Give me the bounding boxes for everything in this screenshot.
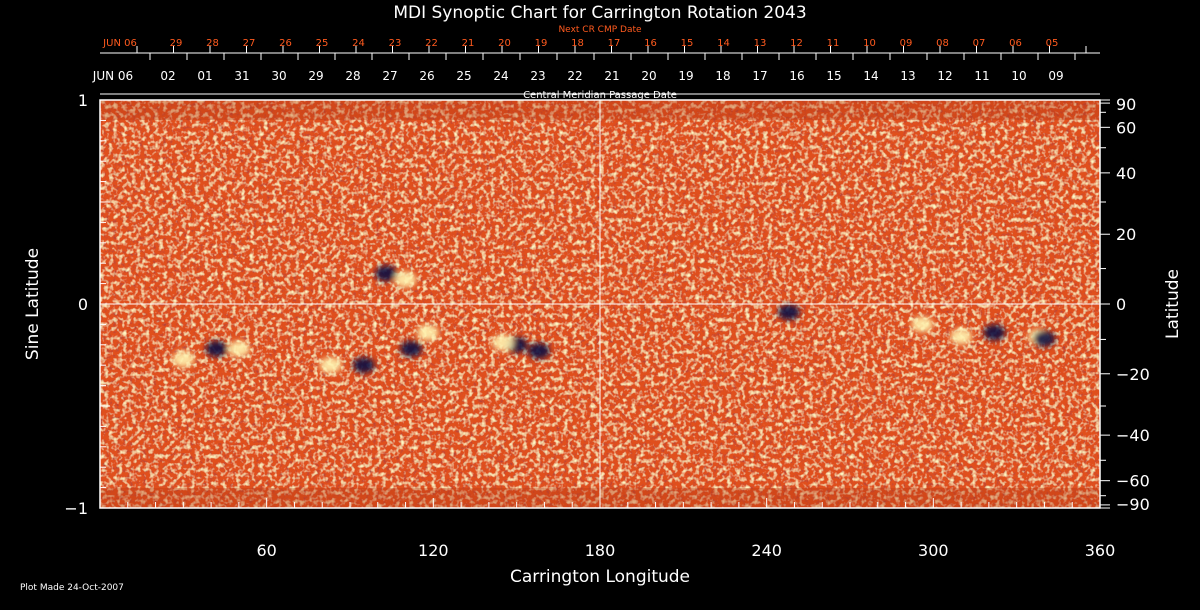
top-axis-1-date: 29 (170, 38, 183, 49)
top-axis-1-date: 06 (1009, 38, 1022, 49)
y-right-tick-label: 60 (1116, 118, 1136, 137)
x-tick-label: 300 (918, 541, 949, 560)
active-region-negative (375, 265, 398, 282)
top-axis-1-date: 25 (316, 38, 329, 49)
top-axis-2-date: 29 (308, 69, 323, 83)
top-axis-2-date: 09 (1048, 69, 1063, 83)
top-axis-1-date: 09 (900, 38, 913, 49)
active-region-positive (319, 357, 342, 374)
top-axis-1-date: 22 (425, 38, 438, 49)
top-axis-1-date: 12 (790, 38, 803, 49)
x-tick-label: 120 (418, 541, 449, 560)
top-axis-1-date: 19 (535, 38, 548, 49)
top-axis-2-date: 01 (197, 69, 212, 83)
active-region-negative (777, 304, 800, 321)
top-axis-1-date: 17 (608, 38, 621, 49)
y-left-tick-label: −1 (64, 499, 88, 518)
active-region-positive (950, 328, 973, 345)
y-right-tick-label: −90 (1116, 495, 1150, 514)
x-tick-label: 180 (585, 541, 616, 560)
top-axis-2-date: 28 (345, 69, 360, 83)
y-right-tick-label: 40 (1116, 164, 1136, 183)
top-axis-2-date: 19 (678, 69, 693, 83)
active-region-positive (491, 334, 514, 351)
top-axis-1-date: 07 (973, 38, 986, 49)
y-right-tick-label: 20 (1116, 225, 1136, 244)
top-axis-2-date: JUN 06 (92, 69, 133, 83)
active-region-negative (983, 324, 1006, 341)
y-right-tick-label: −60 (1116, 472, 1150, 491)
top-axis-2-date: 27 (382, 69, 397, 83)
top-axis-1-date: 14 (717, 38, 730, 49)
top-axis-2-date: 14 (863, 69, 878, 83)
active-region-negative (1033, 330, 1056, 347)
top-axis-1-date: 05 (1046, 38, 1059, 49)
top-axis-1-date: JUN 06 (102, 38, 137, 49)
x-tick-label: 240 (751, 541, 782, 560)
top-axis-2-date: 26 (419, 69, 434, 83)
top-axis-2-date: 10 (1011, 69, 1026, 83)
y-right-tick-label: 90 (1116, 95, 1136, 114)
top-axis-2-date: 30 (271, 69, 286, 83)
top-axis-2-date: 16 (789, 69, 804, 83)
active-region-positive (172, 351, 195, 368)
top-axis-2-label: Central Meridian Passage Date (523, 90, 677, 101)
top-axis-2-date: 13 (900, 69, 915, 83)
top-axis-1-date: 20 (498, 38, 511, 49)
top-axis-1-date: 27 (243, 38, 256, 49)
y-axis-right-ticks: 90 60 40 20 0 −20 −40 −60 −90 (1100, 95, 1150, 514)
top-axis-2-date: 11 (974, 69, 989, 83)
plot-made-footer: Plot Made 24-Oct-2007 (20, 583, 124, 593)
x-tick-label: 360 (1085, 541, 1116, 560)
chart-title: MDI Synoptic Chart for Carrington Rotati… (393, 3, 806, 23)
y-axis-right-label: Latitude (1163, 269, 1183, 339)
top-axis-1-date: 18 (571, 38, 584, 49)
top-axis-1-date: 23 (389, 38, 402, 49)
active-region-negative (527, 342, 550, 359)
top-axis-2-date: 12 (937, 69, 952, 83)
top-axis-2-date: 23 (530, 69, 545, 83)
active-region-positive (911, 316, 934, 333)
top-axis-2-date: 17 (752, 69, 767, 83)
top-axis-1-date: 08 (936, 38, 949, 49)
top-axis-1-label: Next CR CMP Date (558, 25, 642, 35)
x-tick-label: 60 (256, 541, 276, 560)
top-axis-2-date: 02 (160, 69, 175, 83)
active-region-positive (227, 340, 250, 357)
y-axis-left-label: Sine Latitude (23, 248, 43, 360)
top-axis-2-date: 21 (604, 69, 619, 83)
top-axis-2-date: 22 (567, 69, 582, 83)
top-axis-1-date: 16 (644, 38, 657, 49)
top-axis-1-date: 10 (863, 38, 876, 49)
top-axis-1-date: 13 (754, 38, 767, 49)
top-axis-2-date: 24 (493, 69, 508, 83)
top-axis-1-date: 15 (681, 38, 694, 49)
x-axis-label: Carrington Longitude (510, 567, 690, 587)
active-region-positive (394, 271, 417, 288)
top-axis-1-date: 28 (206, 38, 219, 49)
active-region-negative (205, 340, 228, 357)
y-axis-left-ticks: 1 0 −1 (64, 91, 110, 518)
top-axis-2-date: 20 (641, 69, 656, 83)
top-axis-2-date: 15 (826, 69, 841, 83)
top-axis-2-ticks: JUN 06 02 01 31 30 29 28 27 26 25 24 23 22 21 20 19 18 17… (92, 53, 1076, 83)
active-region-negative (400, 340, 423, 357)
y-left-tick-label: 1 (78, 91, 88, 110)
y-right-tick-label: −40 (1116, 426, 1150, 445)
top-axis-2-date: 31 (234, 69, 249, 83)
top-axis-1-date: 11 (827, 38, 840, 49)
top-axis-1-date: 21 (462, 38, 475, 49)
top-axis-2-date: 25 (456, 69, 471, 83)
y-right-tick-label: 0 (1116, 295, 1126, 314)
active-region-positive (416, 324, 439, 341)
y-left-tick-label: 0 (78, 295, 88, 314)
top-axis-2-date: 18 (715, 69, 730, 83)
active-region-negative (352, 357, 375, 374)
top-axis-1-date: 26 (279, 38, 292, 49)
top-axis-1-date: 24 (352, 38, 365, 49)
y-right-tick-label: −20 (1116, 365, 1150, 384)
x-axis-ticks: 60 120 180 240 300 360 (127, 498, 1116, 560)
top-axis-1-ticks: JUN 06 29 28 27 26 25 24 23 22 21 20 19 18 17 16 15 14 13… (102, 38, 1087, 53)
